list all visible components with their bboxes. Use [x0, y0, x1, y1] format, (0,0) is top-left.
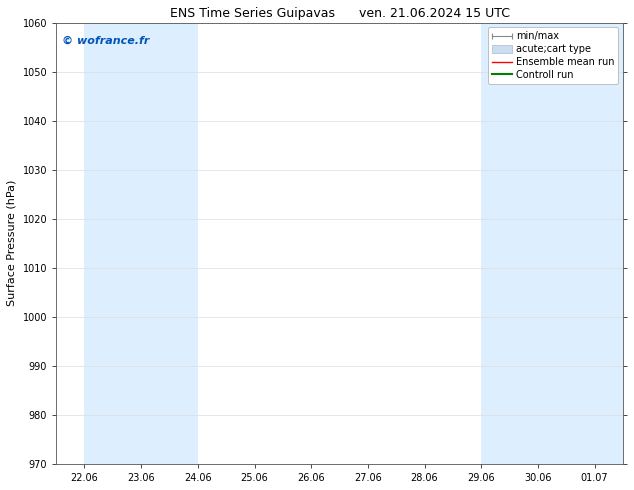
Bar	[595, 23, 623, 464]
Text: © wofrance.fr: © wofrance.fr	[62, 36, 149, 46]
Legend: min/max, acute;cart type, Ensemble mean run, Controll run: min/max, acute;cart type, Ensemble mean …	[488, 27, 618, 84]
Y-axis label: Surface Pressure (hPa): Surface Pressure (hPa)	[7, 180, 17, 306]
Bar	[538, 23, 595, 464]
Title: ENS Time Series Guipavas      ven. 21.06.2024 15 UTC: ENS Time Series Guipavas ven. 21.06.2024…	[169, 7, 510, 20]
Bar	[141, 23, 198, 464]
Bar	[84, 23, 141, 464]
Bar	[481, 23, 538, 464]
